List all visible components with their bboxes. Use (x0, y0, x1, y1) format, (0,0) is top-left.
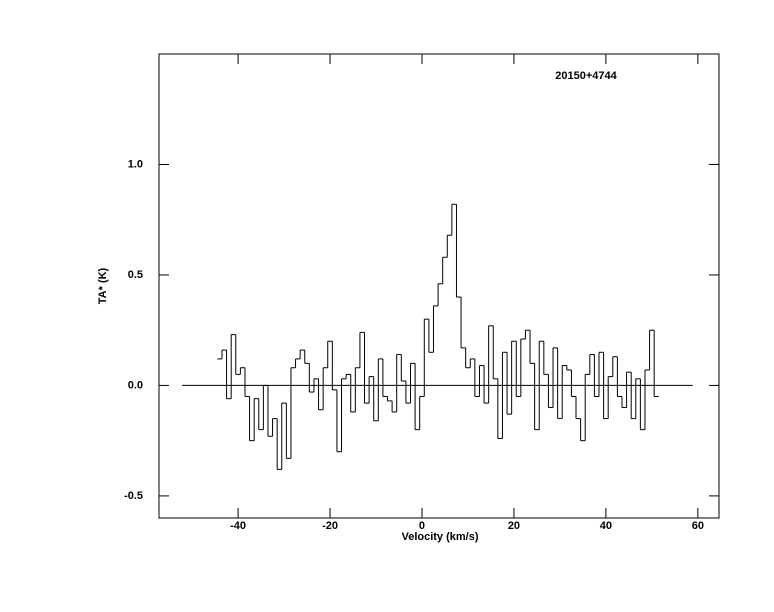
y-tick-label: 0.5 (128, 269, 143, 281)
y-tick-label: -0.5 (124, 490, 143, 502)
plot-frame (158, 53, 720, 519)
x-tick-label: 60 (692, 520, 704, 532)
x-axis-label: Velocity (km/s) (401, 531, 478, 543)
y-axis-label: TA* (K) (97, 267, 109, 304)
x-tick-label: 0 (419, 520, 425, 532)
y-tick-label: 1.0 (128, 158, 143, 170)
chart-title: 20150+4744 (555, 70, 617, 82)
x-tick-label: 40 (600, 520, 612, 532)
x-tick-label: -40 (230, 520, 246, 532)
x-tick-label: -20 (322, 520, 338, 532)
y-tick-label: 0.0 (128, 379, 143, 391)
x-tick-label: 20 (508, 520, 520, 532)
